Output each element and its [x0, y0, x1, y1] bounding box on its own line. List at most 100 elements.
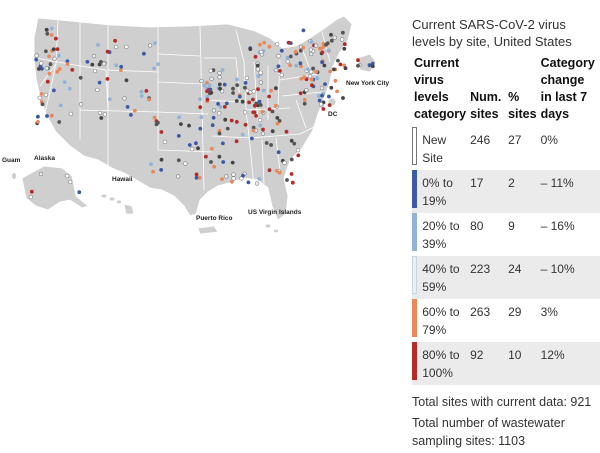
site-marker[interactable] [289, 138, 294, 143]
site-marker[interactable] [176, 158, 181, 163]
site-marker[interactable] [44, 49, 48, 54]
site-marker[interactable] [240, 132, 245, 137]
site-marker[interactable] [302, 98, 307, 102]
site-marker[interactable] [142, 51, 146, 56]
site-marker[interactable] [85, 59, 90, 64]
site-marker[interactable] [251, 128, 256, 133]
site-marker[interactable] [43, 92, 49, 98]
site-marker[interactable] [199, 78, 204, 84]
site-marker[interactable] [77, 190, 82, 195]
site-marker[interactable] [39, 61, 44, 66]
site-marker[interactable] [55, 69, 60, 74]
site-marker[interactable] [270, 129, 275, 134]
site-marker[interactable] [285, 59, 290, 64]
table-row[interactable]: New Site 246 27 0% [412, 127, 600, 170]
site-marker[interactable] [45, 31, 50, 36]
site-marker[interactable] [278, 69, 282, 73]
site-marker[interactable] [309, 77, 314, 82]
site-marker[interactable] [327, 103, 332, 107]
site-marker[interactable] [92, 68, 98, 74]
site-marker[interactable] [255, 67, 260, 72]
site-marker[interactable] [306, 67, 310, 71]
site-marker[interactable] [241, 173, 245, 178]
site-marker[interactable] [275, 121, 280, 126]
site-marker[interactable] [267, 107, 272, 112]
site-marker[interactable] [49, 33, 54, 37]
site-marker[interactable] [370, 61, 375, 66]
table-row[interactable]: 60% to 79% 263 29 3% [412, 299, 600, 342]
site-marker[interactable] [67, 86, 72, 91]
site-marker[interactable] [132, 108, 137, 113]
site-marker[interactable] [314, 69, 318, 74]
site-marker[interactable] [90, 62, 95, 67]
site-marker[interactable] [319, 46, 323, 51]
site-marker[interactable] [335, 89, 339, 94]
us-map-canvas[interactable]: Guam Alaska Hawaii Puerto Rico US Virgin… [0, 0, 398, 250]
site-marker[interactable] [289, 172, 294, 176]
site-marker[interactable] [231, 86, 235, 91]
site-marker[interactable] [220, 177, 224, 182]
site-marker[interactable] [51, 47, 56, 52]
site-marker[interactable] [45, 114, 49, 118]
site-marker[interactable] [208, 68, 213, 73]
site-marker[interactable] [212, 164, 217, 169]
site-marker[interactable] [114, 44, 119, 50]
site-markers[interactable] [28, 26, 375, 200]
site-marker[interactable] [179, 122, 183, 126]
site-marker[interactable] [315, 76, 320, 81]
site-marker[interactable] [48, 62, 53, 67]
site-marker[interactable] [28, 194, 33, 200]
site-marker[interactable] [329, 38, 334, 43]
site-marker[interactable] [124, 44, 129, 50]
site-marker[interactable] [264, 141, 269, 145]
site-marker[interactable] [147, 97, 152, 102]
site-marker[interactable] [34, 53, 39, 58]
site-marker[interactable] [276, 54, 281, 59]
site-marker[interactable] [313, 43, 319, 48]
site-marker[interactable] [262, 40, 266, 45]
site-marker[interactable] [308, 47, 313, 52]
site-marker[interactable] [270, 109, 275, 114]
site-marker[interactable] [152, 66, 157, 71]
site-marker[interactable] [218, 86, 222, 91]
site-marker[interactable] [101, 61, 107, 66]
site-marker[interactable] [251, 97, 255, 102]
site-marker[interactable] [267, 94, 271, 99]
site-marker[interactable] [320, 50, 325, 55]
site-marker[interactable] [302, 101, 307, 106]
site-marker[interactable] [209, 90, 214, 95]
site-marker[interactable] [342, 42, 347, 47]
site-marker[interactable] [197, 175, 202, 180]
site-marker[interactable] [45, 79, 50, 84]
site-marker[interactable] [338, 62, 343, 67]
site-marker[interactable] [277, 119, 282, 123]
site-marker[interactable] [230, 160, 235, 165]
site-marker[interactable] [208, 87, 213, 92]
site-marker[interactable] [97, 110, 103, 116]
site-marker[interactable] [220, 68, 225, 72]
site-marker[interactable] [275, 116, 280, 120]
site-marker[interactable] [147, 43, 153, 48]
site-marker[interactable] [44, 66, 49, 71]
site-marker[interactable] [332, 67, 336, 72]
site-marker[interactable] [244, 75, 249, 81]
site-marker[interactable] [156, 62, 161, 66]
site-marker[interactable] [318, 102, 324, 107]
site-marker[interactable] [274, 86, 278, 91]
site-marker[interactable] [258, 70, 263, 75]
site-marker[interactable] [284, 129, 289, 134]
site-marker[interactable] [339, 37, 345, 42]
site-marker[interactable] [258, 80, 263, 85]
site-marker[interactable] [36, 120, 40, 124]
site-marker[interactable] [153, 41, 157, 45]
site-marker[interactable] [205, 94, 210, 99]
site-marker[interactable] [175, 174, 181, 179]
site-marker[interactable] [159, 168, 164, 172]
site-marker[interactable] [218, 105, 223, 109]
site-marker[interactable] [285, 178, 289, 182]
site-marker[interactable] [99, 60, 103, 64]
site-marker[interactable] [259, 49, 264, 55]
site-marker[interactable] [52, 56, 57, 61]
site-marker[interactable] [323, 82, 327, 86]
site-marker[interactable] [273, 67, 279, 73]
